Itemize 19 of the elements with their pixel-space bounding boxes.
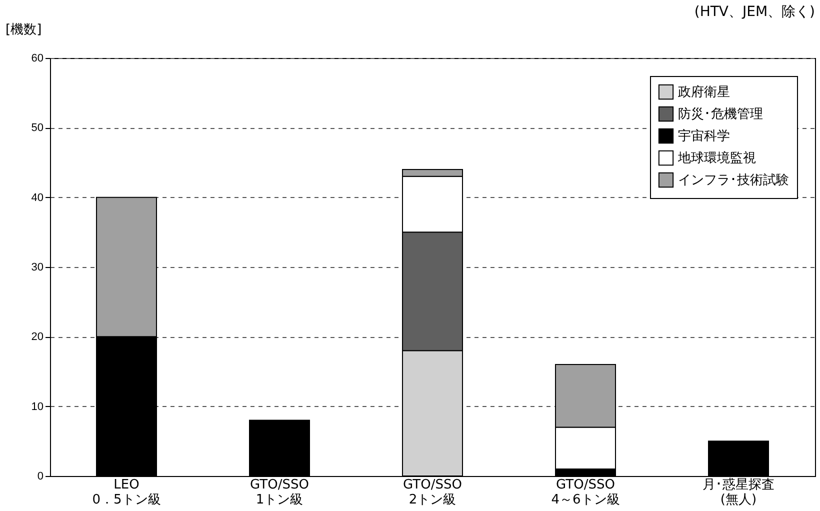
x-tick-label: GTO/SSO 2トン級	[403, 478, 462, 508]
x-tick-label: 月･惑星探査 (無人)	[702, 478, 774, 508]
legend-label: 地球環境監視	[677, 150, 756, 166]
x-tick-label: GTO/SSO 1トン級	[250, 478, 309, 508]
y-tick-label: 0	[37, 470, 44, 482]
y-tick-label: 60	[31, 52, 44, 64]
legend-label: インフラ･技術試験	[678, 173, 789, 188]
y-axis-title: [機数]	[6, 22, 42, 38]
x-tick-label: LEO 0．5トン級	[92, 478, 161, 508]
y-tick-label: 10	[31, 400, 44, 413]
y-tick-label: 40	[31, 192, 44, 204]
y-tick-label: 20	[31, 331, 44, 344]
y-tick-label: 50	[31, 122, 44, 134]
text: (HTV、JEM、除く)	[694, 4, 815, 20]
x-tick-label: GTO/SSO 4～6トン級	[551, 478, 620, 508]
y-tick-label: 30	[31, 262, 44, 274]
legend-label: 政府衛星	[678, 84, 730, 100]
legend-label: 防災･危機管理	[678, 107, 763, 122]
legend-label: 宇宙科学	[678, 128, 730, 144]
